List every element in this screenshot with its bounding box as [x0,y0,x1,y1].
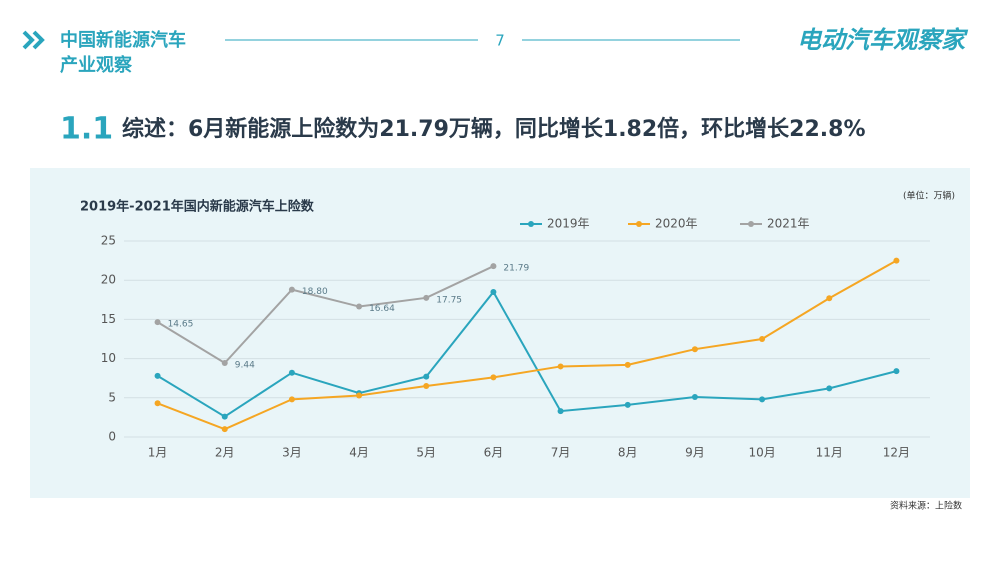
y-tick-label: 0 [108,430,116,444]
legend-marker [636,221,642,227]
header-title: 中国新能源汽车 [60,29,186,51]
data-point [691,346,698,353]
x-tick-label: 5月 [416,446,436,460]
data-point [288,286,295,293]
data-label: 16.64 [369,304,395,314]
data-point [154,372,161,379]
header-title: 产业观察 [60,54,133,76]
unit-note: (单位：万辆) [903,190,955,202]
data-label: 9.44 [235,360,255,370]
data-point [154,319,161,326]
legend-marker [528,221,534,227]
legend-marker [748,221,754,227]
legend-label: 2021年 [767,217,810,231]
x-tick-label: 1月 [148,446,168,460]
data-point [490,374,497,381]
data-point [759,336,766,342]
data-point [490,288,497,295]
x-tick-label: 9月 [685,446,705,460]
y-tick-label: 10 [101,351,116,365]
legend-label: 2020年 [655,217,698,231]
y-tick-label: 5 [108,390,116,404]
y-tick-label: 15 [101,312,116,326]
data-label: 14.65 [168,320,194,330]
data-label: 18.80 [302,287,328,297]
section-title: 综述：6月新能源上险数为21.79万辆，同比增长1.82倍，环比增长22.8% [122,116,866,142]
data-point [826,295,833,302]
data-point [423,373,430,380]
brand: 电动汽车观察家 [797,26,969,54]
x-tick-label: 3月 [282,446,302,460]
x-tick-label: 12月 [883,446,910,460]
data-point [423,294,430,301]
series-line [157,290,897,418]
chart-panel [30,168,970,498]
data-point [288,369,295,376]
data-point [221,413,228,420]
x-tick-label: 4月 [349,446,369,460]
data-label: 17.75 [436,295,462,305]
data-point [154,400,161,407]
data-point [624,401,631,408]
x-tick-label: 7月 [551,446,571,460]
data-label: 21.79 [503,264,529,274]
y-tick-label: 20 [101,273,116,287]
series-line [157,259,897,431]
x-tick-label: 8月 [618,446,638,460]
data-point [288,396,295,403]
data-point [557,408,564,415]
x-tick-label: 10月 [748,446,775,460]
x-tick-label: 2月 [215,446,235,460]
data-point [356,392,363,399]
x-tick-label: 11月 [816,446,843,460]
series-line [157,265,494,365]
data-point [893,257,900,264]
data-point [826,385,833,392]
chart-title: 2019年-2021年国内新能源汽车上险数 [80,199,315,215]
data-point [423,383,430,390]
data-point [893,368,900,375]
page-number: 7 [495,32,505,50]
data-point [221,359,228,366]
chevron-icon [22,30,45,50]
data-point [356,303,363,310]
data-point [691,394,698,401]
data-point [221,426,228,433]
data-point [557,363,564,370]
x-tick-label: 6月 [484,446,504,460]
legend-label: 2019年 [547,217,590,231]
data-point [759,396,766,403]
data-point [490,263,497,270]
data-point [624,361,631,368]
source-note: 资料来源：上险数 [890,500,962,512]
section-number: 1.1 [60,112,113,147]
y-tick-label: 25 [101,234,116,248]
